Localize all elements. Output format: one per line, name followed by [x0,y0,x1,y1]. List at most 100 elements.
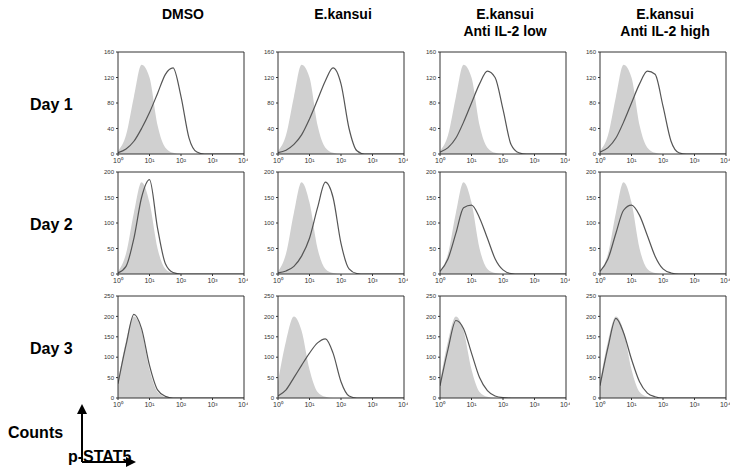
svg-text:10²: 10² [336,277,347,284]
svg-text:50: 50 [107,375,114,381]
svg-text:160: 160 [104,49,115,55]
svg-text:50: 50 [107,246,114,252]
svg-text:10²: 10² [498,277,509,284]
svg-text:200: 200 [264,169,275,175]
svg-text:80: 80 [267,100,274,106]
svg-text:0: 0 [271,271,275,277]
svg-text:0: 0 [111,271,115,277]
svg-text:10⁴: 10⁴ [720,277,725,284]
svg-text:10³: 10³ [689,401,700,408]
svg-text:200: 200 [104,169,115,175]
svg-text:10⁴: 10⁴ [398,401,408,408]
svg-text:10⁰: 10⁰ [595,401,606,408]
svg-text:10⁰: 10⁰ [273,157,284,164]
svg-text:100: 100 [264,354,275,360]
svg-text:250: 250 [426,293,437,299]
svg-text:10⁴: 10⁴ [560,277,570,284]
svg-text:10³: 10³ [529,157,540,164]
svg-text:0: 0 [111,151,115,157]
svg-text:10¹: 10¹ [626,277,637,284]
svg-text:100: 100 [586,220,597,226]
svg-text:10³: 10³ [689,157,700,164]
svg-text:10³: 10³ [529,401,540,408]
svg-text:40: 40 [589,126,596,132]
svg-text:150: 150 [264,195,275,201]
svg-text:10³: 10³ [207,157,218,164]
svg-text:150: 150 [426,334,437,340]
svg-text:10⁴: 10⁴ [560,401,570,408]
svg-text:250: 250 [104,293,115,299]
svg-text:10⁴: 10⁴ [238,401,248,408]
svg-text:10¹: 10¹ [144,401,155,408]
svg-text:10²: 10² [498,157,509,164]
svg-text:10³: 10³ [207,401,218,408]
svg-text:150: 150 [104,334,115,340]
svg-text:10⁴: 10⁴ [560,157,570,164]
svg-text:10²: 10² [336,157,347,164]
svg-text:0: 0 [271,151,275,157]
svg-text:10⁰: 10⁰ [273,277,284,284]
svg-text:0: 0 [433,395,437,401]
svg-text:160: 160 [586,49,597,55]
svg-text:10²: 10² [176,157,187,164]
svg-text:10³: 10³ [689,277,700,284]
svg-text:10²: 10² [176,277,187,284]
svg-text:10¹: 10¹ [626,157,637,164]
svg-text:40: 40 [429,126,436,132]
svg-text:10²: 10² [498,401,509,408]
svg-text:10⁰: 10⁰ [435,277,446,284]
svg-text:200: 200 [426,169,437,175]
svg-text:50: 50 [589,375,596,381]
svg-text:0: 0 [111,395,115,401]
svg-text:120: 120 [426,75,437,81]
svg-text:150: 150 [264,334,275,340]
svg-text:10²: 10² [176,401,187,408]
svg-text:50: 50 [267,375,274,381]
svg-text:150: 150 [586,334,597,340]
svg-text:40: 40 [267,126,274,132]
svg-text:10²: 10² [658,157,669,164]
svg-text:10¹: 10¹ [304,277,315,284]
svg-text:100: 100 [104,354,115,360]
svg-text:10¹: 10¹ [304,157,315,164]
svg-text:250: 250 [264,293,275,299]
svg-text:120: 120 [586,75,597,81]
svg-text:250: 250 [586,293,597,299]
svg-text:0: 0 [271,395,275,401]
svg-text:10⁰: 10⁰ [113,157,124,164]
svg-text:150: 150 [104,195,115,201]
svg-text:10¹: 10¹ [466,277,477,284]
svg-text:10⁴: 10⁴ [398,157,408,164]
svg-text:10¹: 10¹ [466,157,477,164]
svg-text:80: 80 [429,100,436,106]
svg-text:10⁰: 10⁰ [595,277,606,284]
svg-text:10¹: 10¹ [304,401,315,408]
svg-text:0: 0 [433,271,437,277]
svg-text:10¹: 10¹ [144,277,155,284]
svg-text:150: 150 [586,195,597,201]
svg-text:10⁴: 10⁴ [720,157,725,164]
svg-text:50: 50 [429,246,436,252]
svg-text:10¹: 10¹ [626,401,637,408]
svg-text:80: 80 [107,100,114,106]
svg-text:10²: 10² [658,277,669,284]
svg-text:10⁴: 10⁴ [238,157,248,164]
svg-text:0: 0 [593,151,597,157]
svg-text:10²: 10² [658,401,669,408]
svg-text:10⁰: 10⁰ [435,157,446,164]
svg-text:10¹: 10¹ [144,157,155,164]
svg-text:100: 100 [104,220,115,226]
svg-text:10⁰: 10⁰ [435,401,446,408]
svg-text:100: 100 [586,354,597,360]
svg-text:10⁰: 10⁰ [595,157,606,164]
svg-text:10³: 10³ [367,277,378,284]
svg-text:200: 200 [264,314,275,320]
svg-text:10³: 10³ [367,401,378,408]
svg-text:10⁴: 10⁴ [238,277,248,284]
svg-text:160: 160 [264,49,275,55]
svg-text:10³: 10³ [529,277,540,284]
svg-text:10⁴: 10⁴ [398,277,408,284]
svg-text:50: 50 [267,246,274,252]
svg-text:120: 120 [264,75,275,81]
svg-text:10⁴: 10⁴ [720,401,725,408]
